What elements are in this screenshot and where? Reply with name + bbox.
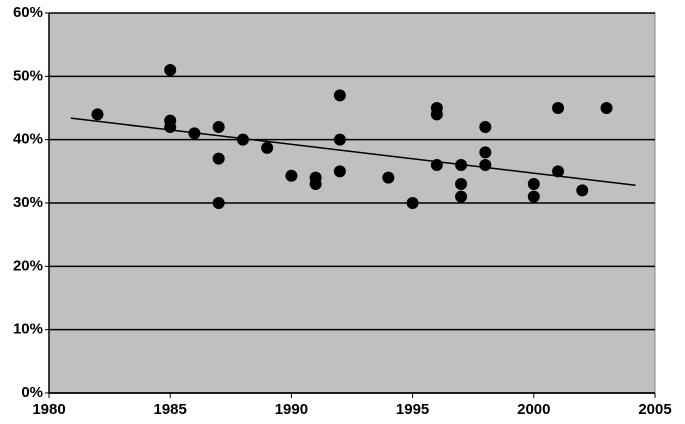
point — [479, 159, 492, 171]
point — [261, 141, 274, 154]
point — [552, 102, 565, 114]
point — [164, 121, 177, 133]
point — [333, 133, 346, 146]
point — [552, 165, 565, 178]
y-tick-label: 20% — [13, 257, 43, 274]
x-tick-label: 1980 — [32, 401, 65, 418]
x-tick-label: 2000 — [517, 401, 550, 418]
y-tick-label: 10% — [13, 321, 43, 338]
point — [479, 121, 492, 133]
point — [382, 171, 395, 184]
point — [406, 197, 419, 209]
point — [333, 165, 346, 178]
x-tick-label: 1995 — [396, 401, 429, 418]
y-tick-label: 0% — [21, 384, 43, 401]
point — [479, 146, 492, 159]
point — [455, 178, 468, 190]
point — [576, 184, 589, 197]
x-tick-label: 1985 — [154, 401, 187, 418]
x-tick-label: 1990 — [275, 401, 308, 418]
y-tick-label: 30% — [13, 194, 43, 211]
point — [188, 127, 201, 140]
point — [164, 64, 177, 76]
point — [430, 108, 443, 121]
point — [455, 159, 468, 171]
point — [212, 152, 225, 165]
point — [309, 178, 322, 190]
point — [430, 159, 443, 171]
point — [333, 89, 346, 102]
y-tick-label: 60% — [13, 4, 43, 21]
point — [600, 102, 613, 114]
point — [212, 197, 225, 209]
point — [455, 190, 468, 203]
point — [212, 121, 225, 133]
y-tick-label: 50% — [13, 67, 43, 84]
point — [285, 169, 298, 182]
point — [236, 133, 249, 146]
point — [91, 108, 104, 121]
y-tick-label: 40% — [13, 131, 43, 148]
point — [527, 178, 540, 190]
x-tick-label: 2005 — [638, 401, 671, 418]
point — [527, 190, 540, 203]
